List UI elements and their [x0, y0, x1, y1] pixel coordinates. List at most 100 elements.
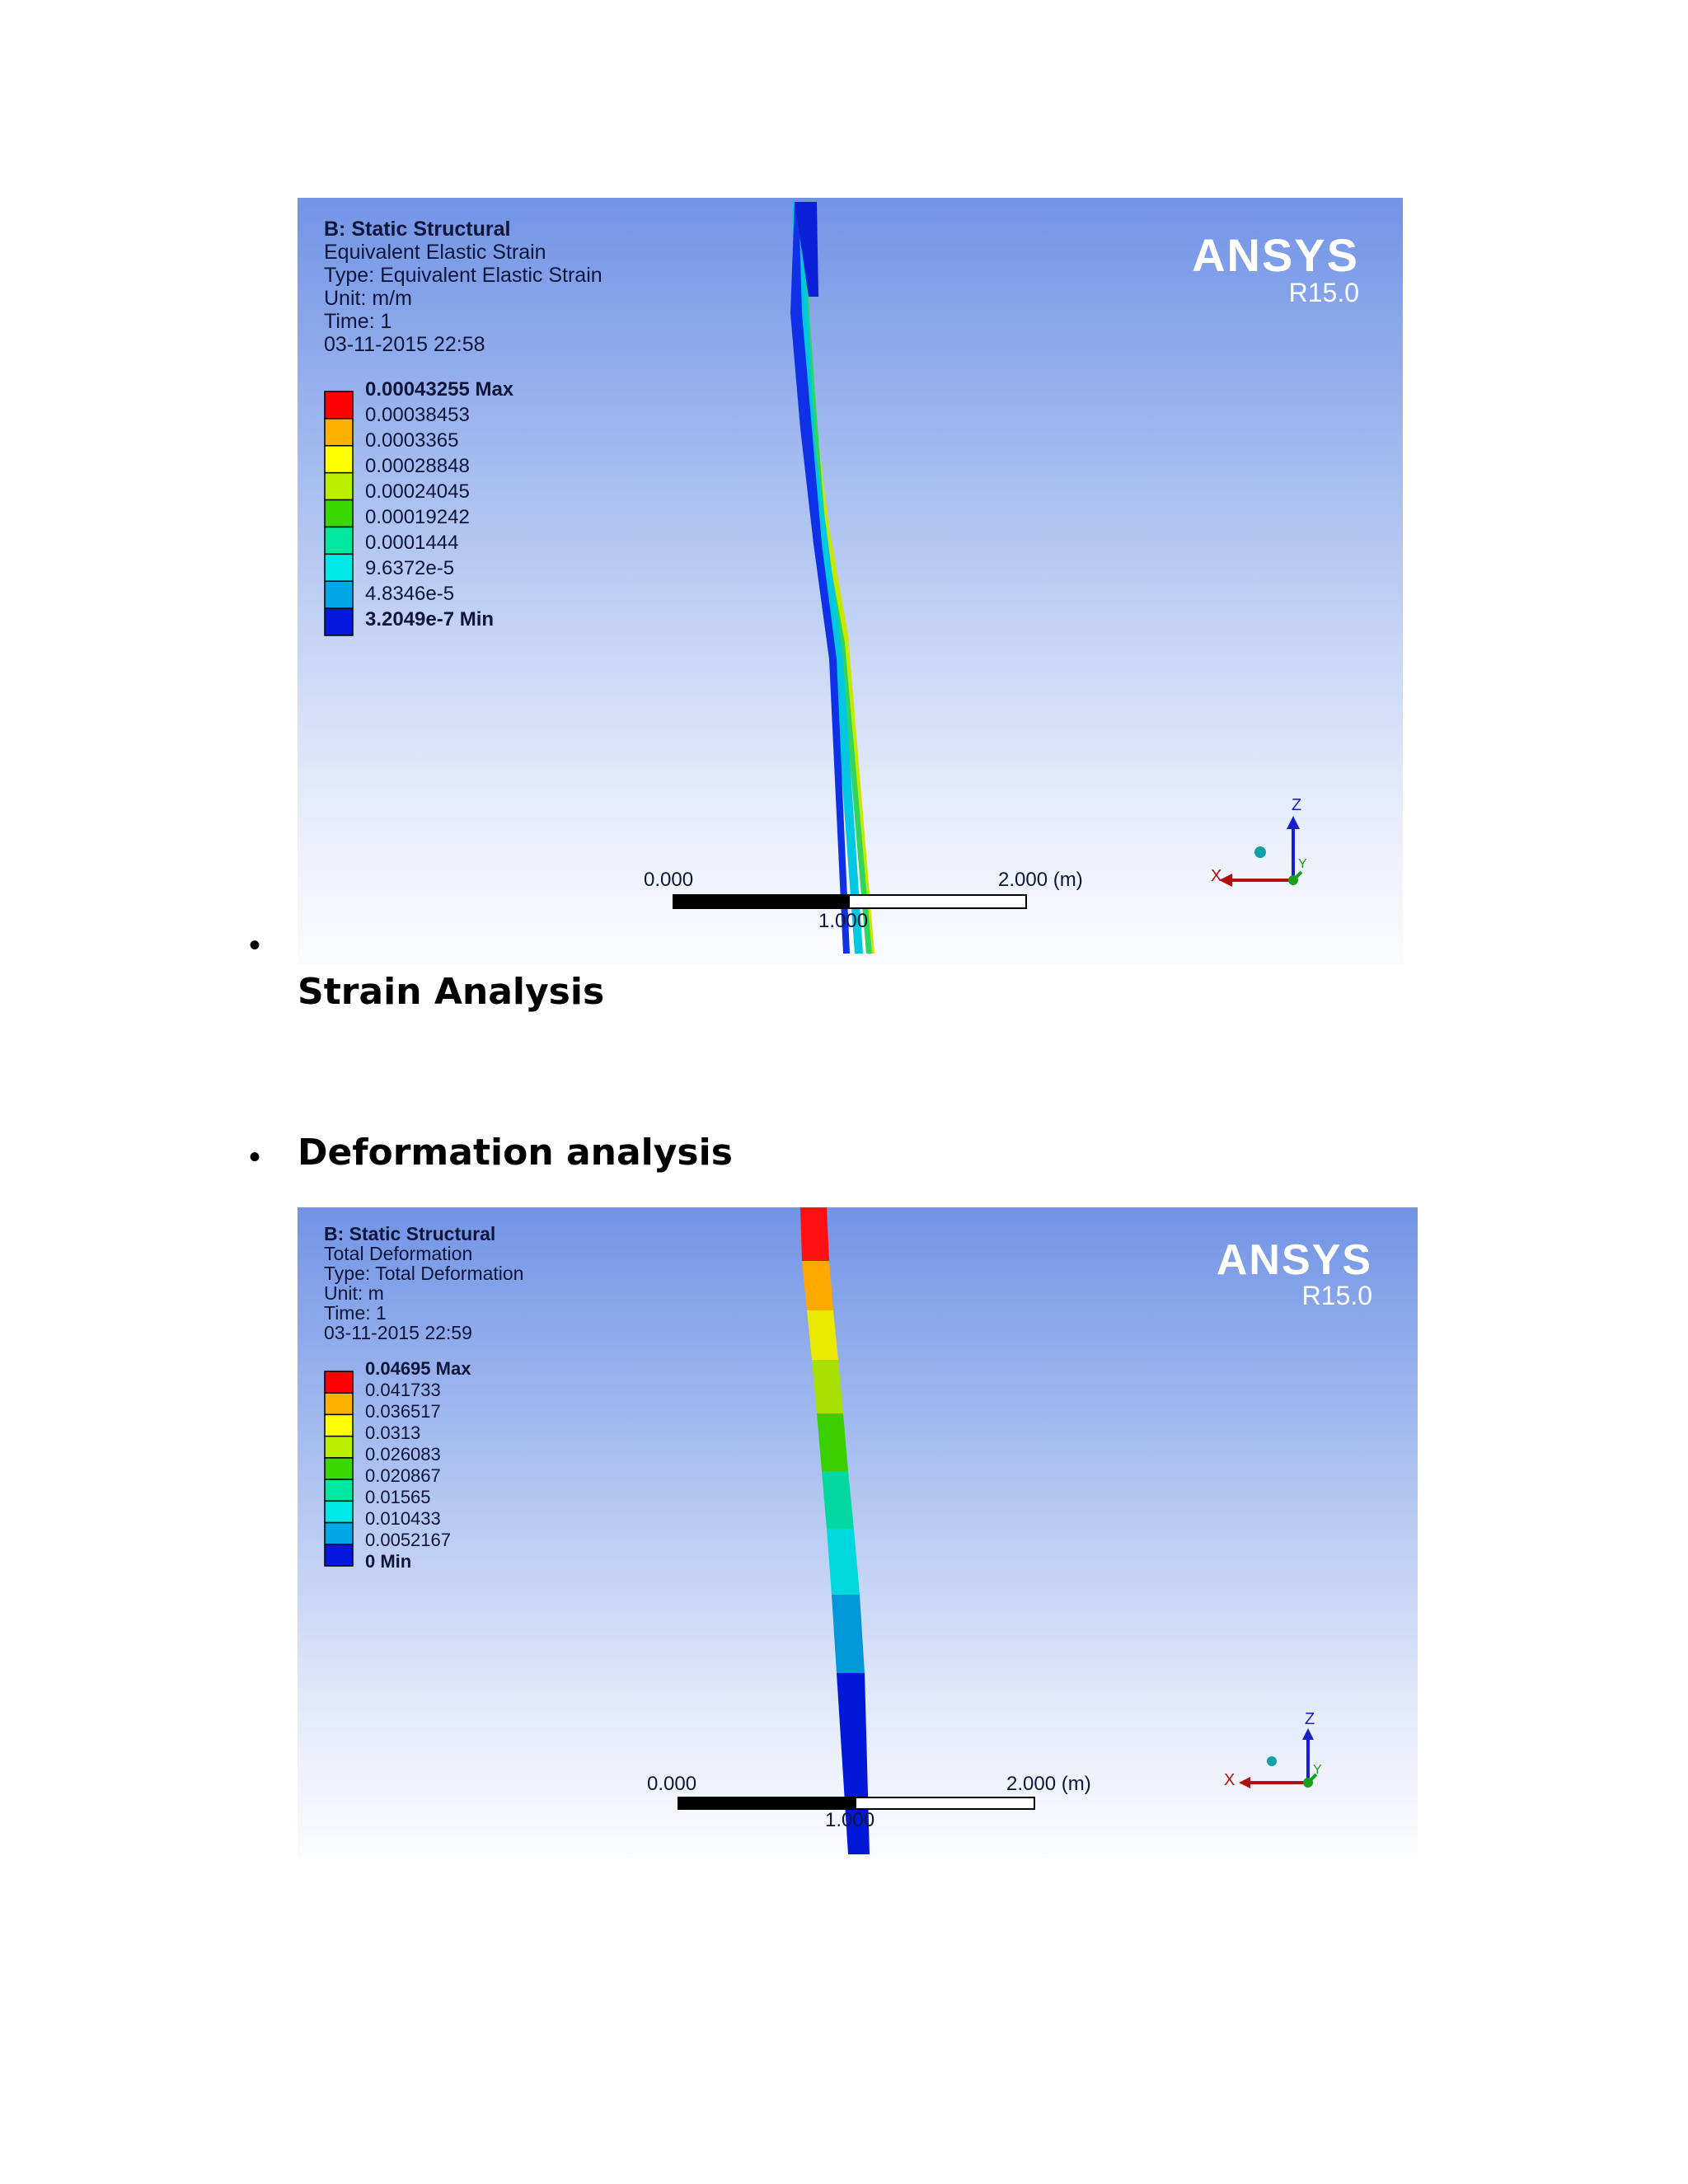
triad-z-arrow [1287, 816, 1300, 829]
deformation-legend-value: 0.0052167 [365, 1530, 451, 1550]
strain-legend-value: 0.0001444 [365, 532, 459, 554]
strain-model-view [673, 202, 1303, 954]
deformation-legend-labels: 0.04695 Max 0.041733 0.036517 0.0313 0.0… [365, 1358, 579, 1589]
strain-result-unit: Unit: m/m [324, 287, 412, 310]
scale-right-label: 2.000 (m) [1006, 1773, 1091, 1795]
strain-legend-value: 0.00028848 [365, 455, 470, 477]
deformation-legend-value: 0.010433 [365, 1508, 441, 1529]
legend-swatch [324, 1457, 354, 1480]
strain-legend-value: 0.0003365 [365, 429, 459, 452]
bullet: • [249, 1139, 261, 1175]
legend-swatch [324, 526, 354, 555]
deformation-analysis-heading: Deformation analysis [298, 1132, 733, 1174]
beam-top-blue [795, 202, 818, 297]
deformation-legend-value: 0.026083 [365, 1444, 441, 1465]
triad-x-arrow [1219, 874, 1232, 887]
beam-seg-lime [812, 1360, 843, 1413]
scale-left-label: 0.000 [644, 869, 694, 891]
legend-swatch [324, 471, 354, 501]
legend-swatch [324, 1371, 354, 1394]
deformation-result-title: B: Static Structural [324, 1223, 496, 1244]
deformation-legend-value: 0.036517 [365, 1401, 441, 1422]
strain-legend-min: 3.2049e-7 Min [365, 608, 495, 630]
strain-result-title: B: Static Structural [324, 218, 511, 241]
deformation-legend-value: 0.0313 [365, 1422, 421, 1443]
legend-swatch [324, 418, 354, 447]
beam-seg-orange [802, 1261, 833, 1310]
ansys-logo: ANSYS R15.0 [1217, 1239, 1372, 1310]
deformation-legend-value: 0.020867 [365, 1465, 441, 1486]
strain-result-time: Time: 1 [324, 310, 392, 333]
triad-y-label: Y [1298, 857, 1307, 871]
legend-swatch [324, 580, 354, 609]
strain-result-date: 03-11-2015 22:58 [324, 333, 485, 356]
strain-legend-value: 0.00038453 [365, 404, 470, 426]
strain-legend-value: 0.00024045 [365, 480, 470, 503]
legend-swatch [324, 1435, 354, 1459]
deformation-result-header: B: Static Structural Total Deformation T… [324, 1224, 523, 1343]
triad-sphere [1267, 1756, 1277, 1766]
triad-origin [1303, 1778, 1313, 1788]
strain-analysis-heading: Strain Analysis [298, 971, 605, 1013]
deformation-result-unit: Unit: m [324, 1282, 384, 1304]
legend-swatch [324, 1392, 354, 1416]
scale-mid-label: 1.000 [825, 1809, 875, 1831]
legend-swatch [324, 1500, 354, 1524]
scale-left-label: 0.000 [647, 1773, 697, 1795]
deformation-color-legend [324, 1371, 354, 1567]
triad-z-label: Z [1305, 1710, 1315, 1728]
deformation-legend-value: 0.041733 [365, 1380, 441, 1400]
beam-seg-red [800, 1207, 829, 1261]
deformation-result-type: Type: Total Deformation [324, 1263, 524, 1284]
beam-seg-cyan [827, 1529, 860, 1595]
deformation-legend-value: 0.01565 [365, 1487, 431, 1507]
deformation-plot-panel: B: Static Structural Total Deformation T… [298, 1207, 1418, 1858]
legend-swatch [324, 607, 354, 636]
ansys-version: R15.0 [1288, 278, 1359, 307]
strain-result-name: Equivalent Elastic Strain [324, 241, 546, 264]
bullet: • [249, 927, 261, 963]
deformation-result-date: 03-11-2015 22:59 [324, 1322, 472, 1343]
scale-bar-fill [673, 895, 850, 908]
strain-legend-value: 0.00019242 [365, 506, 470, 528]
deformation-model-view [678, 1207, 1318, 1854]
strain-legend-value: 9.6372e-5 [365, 557, 455, 579]
ansys-version: R15.0 [1301, 1281, 1372, 1310]
legend-swatch [324, 1413, 354, 1437]
beam-strain-cyan [792, 202, 863, 954]
legend-swatch [324, 1544, 354, 1567]
beam-seg-teal [822, 1471, 854, 1529]
triad-origin [1288, 875, 1298, 885]
strain-legend-value: 4.8346e-5 [365, 583, 455, 605]
legend-swatch [324, 499, 354, 528]
scale-mid-label: 1.000 [818, 910, 869, 932]
legend-swatch [324, 1479, 354, 1502]
ansys-brand: ANSYS [1216, 1236, 1372, 1284]
triad-y-label: Y [1313, 1763, 1322, 1777]
beam-strain-blue [790, 202, 850, 954]
triad-x-label: X [1211, 867, 1222, 885]
strain-plot-panel: B: Static Structural Equivalent Elastic … [298, 198, 1403, 964]
strain-color-legend [324, 391, 354, 636]
deformation-legend-min: 0 Min [365, 1551, 412, 1572]
triad-x-arrow [1239, 1777, 1250, 1788]
beam-strain-green [794, 202, 872, 954]
strain-result-type: Type: Equivalent Elastic Strain [324, 264, 603, 287]
deformation-legend-max: 0.04695 Max [365, 1358, 471, 1379]
beam-seg-green [817, 1413, 848, 1471]
beam-seg-lightblue [832, 1595, 865, 1673]
strain-legend-labels: 0.00043255 Max 0.00038453 0.0003365 0.00… [365, 378, 579, 634]
beam-seg-yellow [807, 1310, 838, 1360]
legend-swatch [324, 1521, 354, 1545]
triad-z-label: Z [1292, 796, 1302, 814]
ansys-brand: ANSYS [1192, 229, 1359, 281]
deformation-result-time: Time: 1 [324, 1302, 387, 1324]
strain-legend-max: 0.00043255 Max [365, 378, 514, 401]
deformation-result-name: Total Deformation [324, 1243, 473, 1264]
triad-z-arrow [1302, 1728, 1314, 1740]
scale-bar-fill [678, 1797, 856, 1809]
scale-right-label: 2.000 (m) [998, 869, 1083, 891]
triad-x-label: X [1224, 1771, 1236, 1789]
legend-swatch [324, 445, 354, 474]
legend-swatch [324, 391, 354, 419]
